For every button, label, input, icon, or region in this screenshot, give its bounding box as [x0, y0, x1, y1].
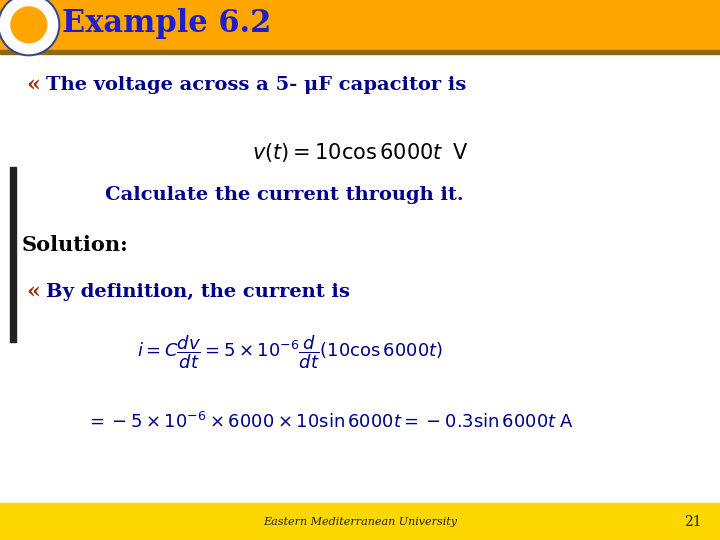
Text: $= -5\times10^{-6}\times6000\times10\sin 6000t = -0.3\sin 6000t\;\mathrm{A}$: $= -5\times10^{-6}\times6000\times10\sin… — [86, 412, 574, 432]
Text: Eastern Mediterranean University: Eastern Mediterranean University — [263, 517, 457, 526]
Text: Calculate the current through it.: Calculate the current through it. — [105, 186, 464, 204]
Text: «: « — [26, 281, 40, 303]
Text: 21: 21 — [685, 515, 702, 529]
Text: The voltage across a 5- μF capacitor is: The voltage across a 5- μF capacitor is — [46, 76, 467, 94]
Text: $v(t) = 10\cos 6000t\;\;\mathrm{V}$: $v(t) = 10\cos 6000t\;\;\mathrm{V}$ — [252, 140, 468, 164]
Circle shape — [0, 0, 60, 56]
Bar — [0, 50, 720, 53]
Text: «: « — [26, 74, 40, 96]
Text: By definition, the current is: By definition, the current is — [46, 283, 350, 301]
Circle shape — [0, 0, 58, 53]
Bar — [0, 0, 720, 50]
Bar — [0, 503, 720, 540]
Text: Example 6.2: Example 6.2 — [62, 8, 271, 39]
Text: $i = C\dfrac{dv}{dt} = 5\times10^{-6}\dfrac{d}{dt}(10\cos 6000t)$: $i = C\dfrac{dv}{dt} = 5\times10^{-6}\df… — [137, 333, 443, 371]
Bar — [10, 167, 16, 342]
Text: Solution:: Solution: — [22, 235, 129, 255]
Circle shape — [11, 7, 47, 43]
